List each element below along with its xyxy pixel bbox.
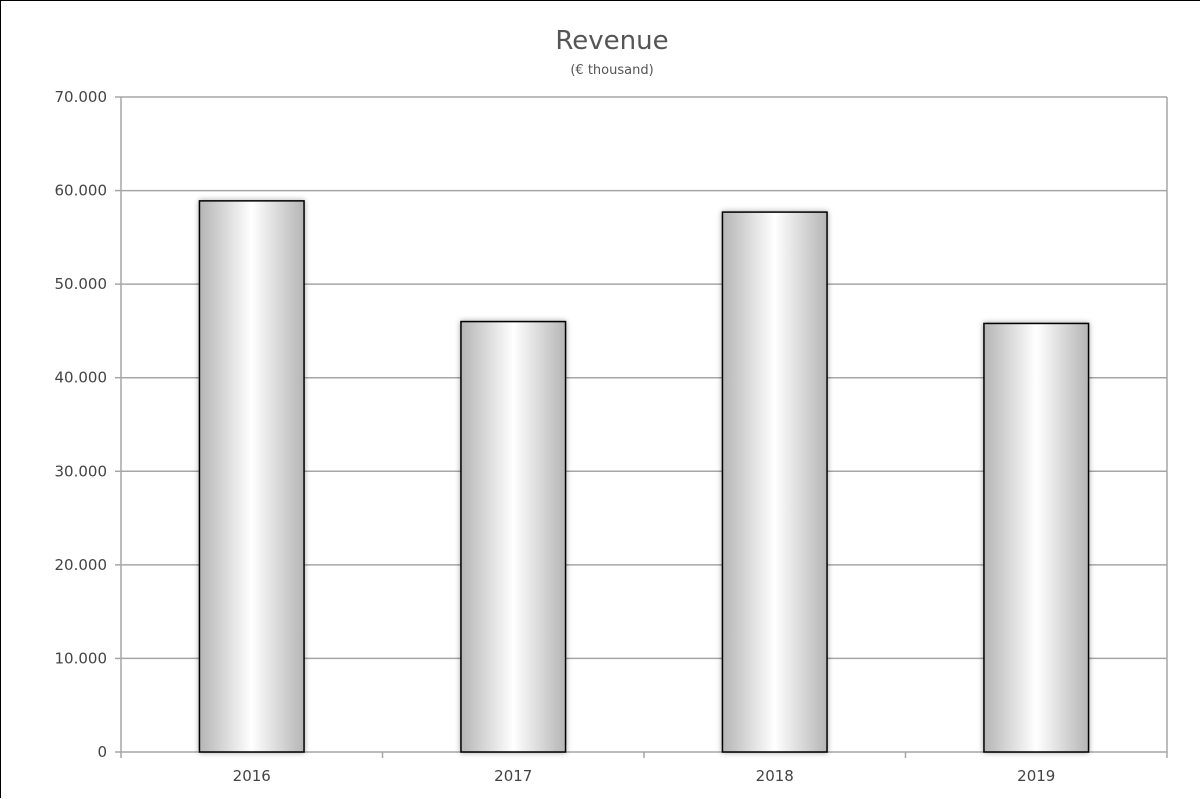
x-tick-label: 2019	[1017, 767, 1055, 785]
x-tick-label: 2017	[494, 767, 532, 785]
bar-2018	[721, 211, 828, 753]
y-tick-label: 30.000	[55, 462, 108, 480]
bars	[198, 200, 1090, 753]
y-tick-label: 0	[97, 743, 107, 761]
y-tick-label: 40.000	[55, 369, 108, 387]
x-tick-label: 2018	[756, 767, 794, 785]
y-tick-label: 50.000	[55, 275, 108, 293]
chart-title: Revenue	[555, 26, 668, 56]
y-tick-label: 10.000	[55, 649, 108, 667]
y-tick-label: 60.000	[55, 182, 108, 200]
y-tick-label: 70.000	[55, 88, 108, 106]
y-tick-label: 20.000	[55, 556, 108, 574]
x-tick-label: 2016	[233, 767, 271, 785]
bar-2016	[198, 200, 305, 753]
tick-labels: 0 10.000 20.000 30.000 40.000 50.000 60.000 70.…	[55, 88, 1056, 785]
bar-2017	[460, 320, 567, 753]
chart-subtitle: (€ thousand)	[570, 63, 653, 78]
bar-2019	[983, 322, 1090, 753]
